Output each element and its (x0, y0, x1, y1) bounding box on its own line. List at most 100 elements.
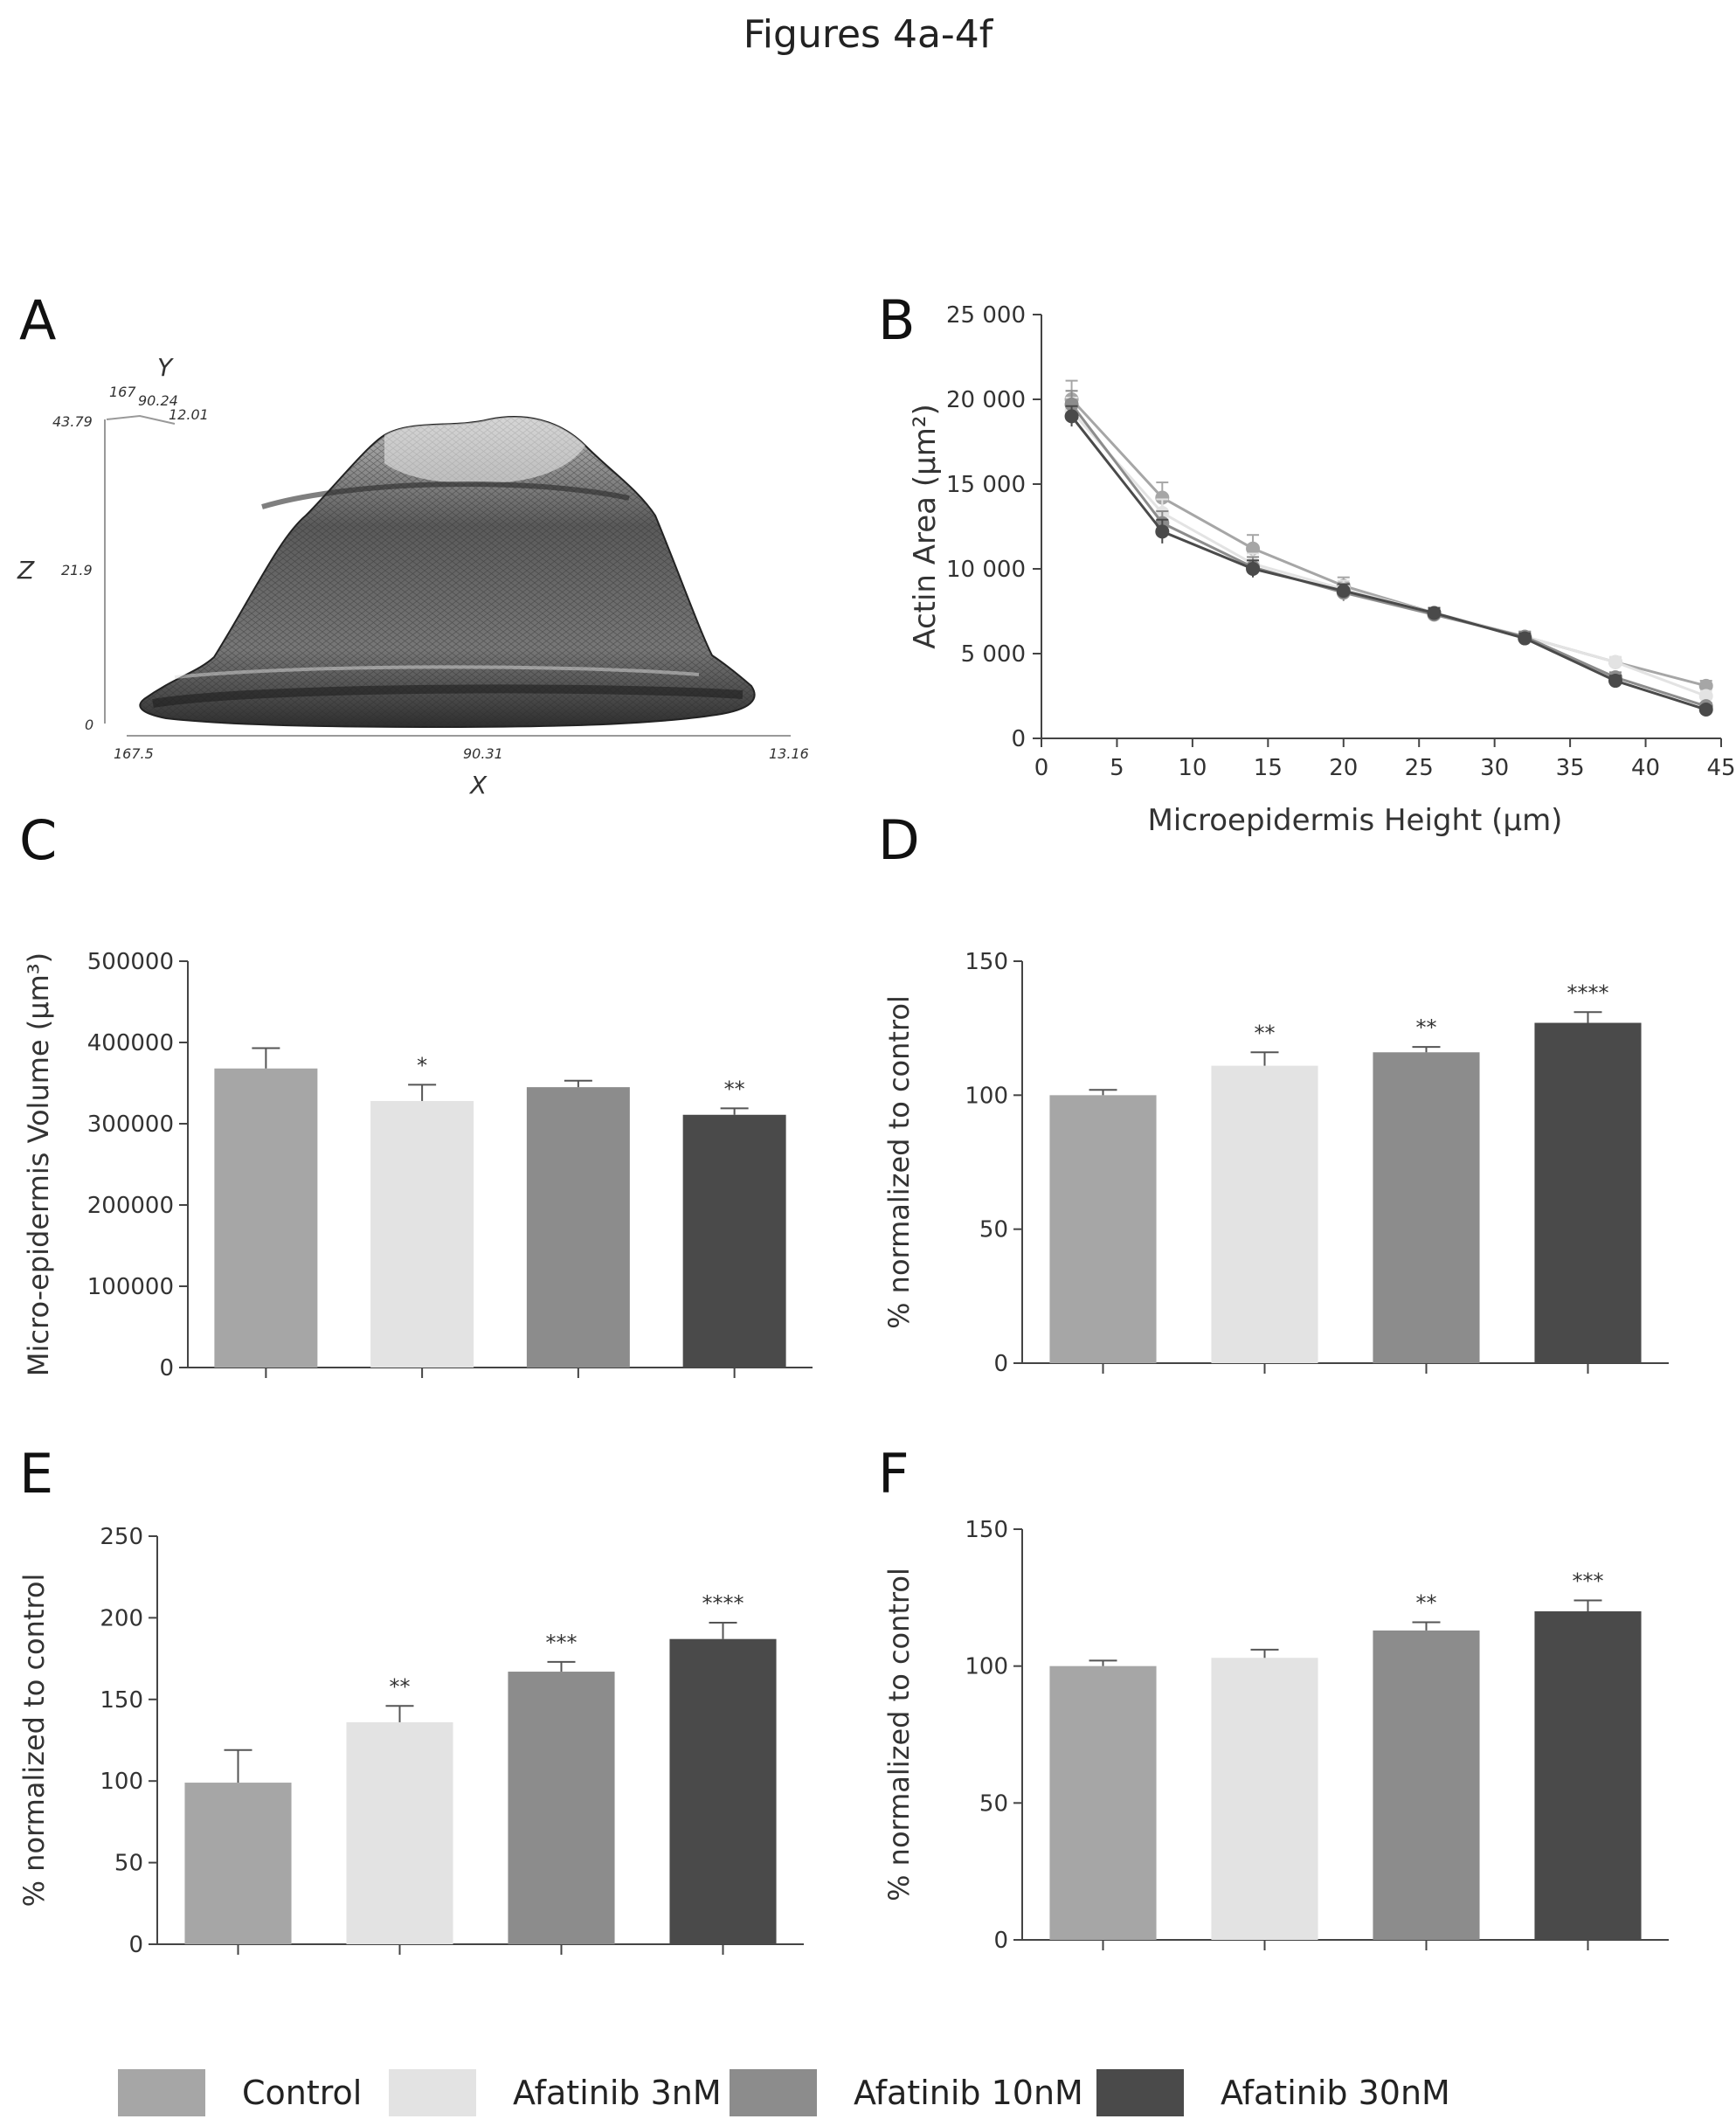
x-tick-label: 40 (1631, 755, 1660, 781)
y-tick-label: 50 (979, 1790, 1008, 1817)
x-tick-label: 35 (1556, 755, 1585, 781)
panel-b-chart: 0 5 000 10 000 15 000 20 000 25 000 0 5 10 15 20 25… (908, 302, 1736, 838)
bar-afatinib-30nm (1534, 1611, 1642, 1940)
y-axis-label: % normalized to control (882, 1568, 916, 1901)
panel-label-e: E (19, 1442, 54, 1506)
x-tick-label: 0 (1034, 755, 1049, 781)
x-tick-label: 30 (1480, 755, 1509, 781)
y-tick-label: 200 (100, 1605, 143, 1631)
z-tick-top: 43.79 (52, 413, 93, 430)
y-tick-label: 0 (128, 1932, 143, 1958)
y-tick-label: 400000 (87, 1030, 174, 1056)
significance-afatinib-10nm: *** (546, 1631, 578, 1655)
figure-title: Figures 4a-4f (743, 12, 993, 57)
y-tick-label: 150 (965, 949, 1008, 975)
legend-item-control: Control (118, 2067, 362, 2119)
y-axis-label: % normalized to control (882, 995, 916, 1329)
y-tick-label: 0 (993, 1928, 1008, 1954)
y-tick-label: 0 (993, 1351, 1008, 1377)
x-tick-label: 15 (1254, 755, 1283, 781)
x-axis-label: Microepidermis Height (µm) (1148, 803, 1563, 838)
y-tick-label: 100 (965, 1654, 1008, 1680)
panel-label-b: B (878, 288, 916, 352)
significance-afatinib-10nm: ** (1416, 1015, 1437, 1040)
y-axis-label: Actin Area (µm²) (908, 404, 943, 648)
data-point-afatinib-30nm (1064, 409, 1079, 424)
bar-control (1049, 1095, 1157, 1363)
bar-control (184, 1783, 292, 1944)
y-tick-label: 100 (100, 1769, 143, 1795)
bar-afatinib-30nm (682, 1114, 786, 1368)
y-tick-label: 0 (1011, 726, 1026, 752)
significance-afatinib-30nm: **** (1567, 980, 1609, 1005)
series-line-afatinib-30nm (1070, 415, 1707, 711)
y-tick-3: 12.01 (169, 406, 209, 423)
x-tick-label: 25 (1405, 755, 1434, 781)
legend-swatch-control (118, 2069, 205, 2116)
y-tick-label: 500000 (87, 949, 174, 975)
bar-afatinib-3nm (346, 1721, 453, 1944)
y-tick-label: 0 (159, 1355, 174, 1382)
x-tick-right: 13.16 (769, 745, 809, 762)
legend-swatch-afatinib-10nm (730, 2069, 817, 2116)
y-tick-label: 50 (114, 1851, 143, 1877)
data-point-afatinib-30nm (1518, 631, 1532, 646)
data-point-afatinib-30nm (1336, 584, 1351, 599)
significance-afatinib-10nm: ** (1416, 1591, 1437, 1616)
legend-label-afatinib-10nm: Afatinib 10nM (854, 2074, 1083, 2112)
x-tick-label: 45 (1706, 755, 1735, 781)
significance-afatinib-30nm: *** (1573, 1569, 1604, 1593)
z-tick-mid: 21.9 (61, 562, 93, 578)
data-point-afatinib-3nm (1608, 654, 1622, 669)
y-tick-label: 300000 (87, 1111, 174, 1138)
legend-swatch-afatinib-3nm (389, 2069, 476, 2116)
y-tick-label: 100 (965, 1083, 1008, 1109)
significance-afatinib-30nm: **** (702, 1591, 744, 1616)
bar-control (1049, 1665, 1157, 1940)
series-line-afatinib-3nm (1070, 410, 1707, 697)
legend-item-afatinib-3nm: Afatinib 3nM (389, 2067, 722, 2119)
data-point-control (1698, 678, 1713, 693)
data-point-afatinib-30nm (1608, 674, 1622, 689)
y-axis-label: Micro-epidermis Volume (µm³) (22, 952, 55, 1376)
x-tick-label: 10 (1178, 755, 1207, 781)
y-tick-label: 100000 (87, 1274, 174, 1300)
significance-afatinib-30nm: ** (724, 1077, 745, 1101)
y-axis-label: % normalized to control (17, 1574, 51, 1908)
y-tick-label: 20 000 (946, 387, 1026, 413)
legend-label-control: Control (242, 2074, 363, 2112)
significance-afatinib-3nm: ** (1255, 1021, 1276, 1045)
bar-afatinib-10nm (1373, 1052, 1480, 1363)
x-axis-label: X (468, 771, 488, 800)
legend: Control Afatinib 3nM Afatinib 10nM Afati… (118, 2067, 1603, 2119)
y-axis-label: Y (157, 353, 174, 382)
bar-afatinib-10nm (508, 1672, 615, 1944)
y-tick-label: 5 000 (961, 641, 1026, 668)
x-tick-label: 5 (1110, 755, 1124, 781)
panel-a-3d-render: 43.79 21.9 0 Z Y 167 90.24 12.01 167.5 9… (17, 353, 809, 800)
y-tick-1: 167 (109, 384, 136, 400)
y-tick-label: 15 000 (946, 472, 1026, 498)
y-tick-label: 25 000 (946, 302, 1026, 329)
z-tick-bottom: 0 (85, 717, 93, 733)
bar-control (214, 1068, 318, 1368)
panel-label-c: C (19, 808, 58, 872)
data-point-control (1155, 490, 1170, 505)
bar-afatinib-3nm (1211, 1658, 1318, 1940)
series-line-control (1070, 398, 1707, 688)
y-tick-label: 250 (100, 1524, 143, 1550)
bar-afatinib-3nm (370, 1100, 474, 1368)
panel-label-d: D (878, 808, 920, 872)
data-point-afatinib-30nm (1427, 606, 1442, 620)
series-line-afatinib-10nm (1070, 403, 1707, 708)
legend-item-afatinib-30nm: Afatinib 30nM (1096, 2067, 1450, 2119)
z-axis-label: Z (17, 556, 35, 585)
bar-afatinib-3nm (1211, 1065, 1318, 1363)
bar-afatinib-10nm (526, 1087, 630, 1368)
y-tick-2: 90.24 (138, 392, 178, 409)
legend-item-afatinib-10nm: Afatinib 10nM (730, 2067, 1083, 2119)
y-tick-label: 200000 (87, 1193, 174, 1219)
